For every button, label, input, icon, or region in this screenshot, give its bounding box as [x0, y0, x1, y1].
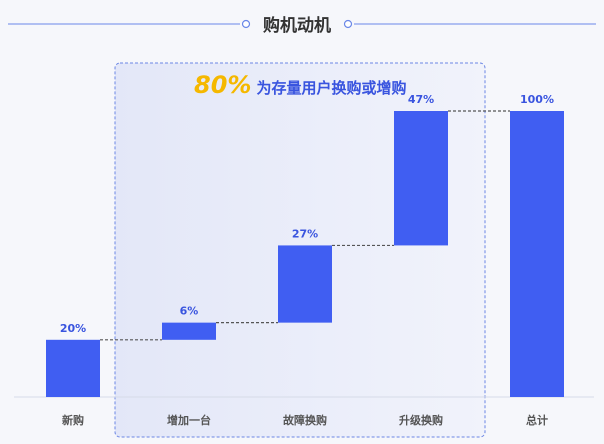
- bar-1: [162, 322, 216, 340]
- highlight-percent: 80%: [194, 71, 251, 99]
- category-label-1: 增加一台: [167, 413, 211, 427]
- chart-title: 购机动机: [263, 15, 331, 36]
- data-label-3: 47%: [408, 93, 434, 106]
- bar-3: [394, 111, 448, 246]
- category-label-4: 总计: [526, 413, 548, 427]
- bar-4: [510, 111, 564, 397]
- data-label-4: 100%: [520, 93, 554, 106]
- bar-2: [278, 245, 332, 323]
- data-label-1: 6%: [180, 305, 199, 318]
- title-dot-left: [241, 19, 251, 29]
- category-label-3: 升级换购: [399, 413, 443, 427]
- highlight-annotation: 80% 为存量用户换购或增购: [194, 71, 407, 99]
- title-dot-right: [343, 19, 353, 29]
- category-label-0: 新购: [62, 413, 84, 427]
- data-label-0: 20%: [60, 322, 86, 335]
- data-label-2: 27%: [292, 227, 318, 240]
- bar-0: [46, 339, 100, 397]
- highlight-text: 为存量用户换购或增购: [257, 79, 407, 97]
- category-label-2: 故障换购: [283, 413, 327, 427]
